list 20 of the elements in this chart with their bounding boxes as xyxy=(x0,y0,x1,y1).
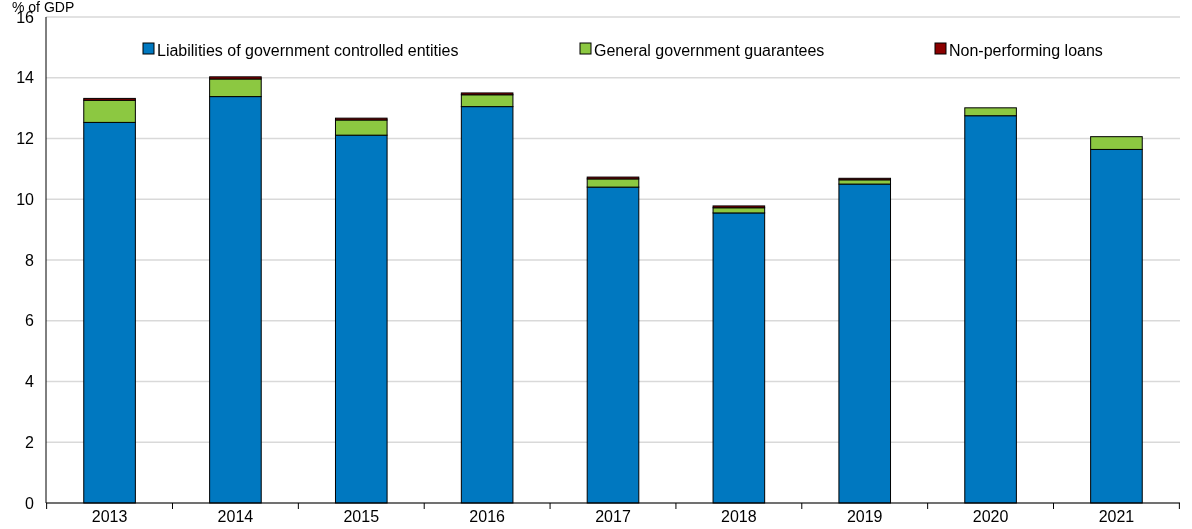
x-tick-label: 2013 xyxy=(91,508,128,525)
y-tick-label: 14 xyxy=(16,69,35,87)
y-tick-label: 6 xyxy=(25,312,35,330)
y-tick-label: 2 xyxy=(25,433,35,451)
x-tick-label: 2018 xyxy=(721,508,757,525)
x-tick-label: 2020 xyxy=(972,508,1009,525)
y-tick-label: 10 xyxy=(16,190,35,208)
x-tick-label: 2021 xyxy=(1098,508,1135,525)
y-tick-label: 0 xyxy=(25,494,35,512)
legend-label: Liabilities of government controlled entities xyxy=(157,41,459,59)
legend-label: Non-performing loans xyxy=(949,41,1103,59)
x-tick-label: 2019 xyxy=(846,508,883,525)
x-tick-label: 2014 xyxy=(217,508,254,525)
legend-label: General government guarantees xyxy=(594,41,825,59)
y-tick-label: 12 xyxy=(16,130,35,148)
y-tick-label: 8 xyxy=(25,251,35,269)
x-tick-label: 2015 xyxy=(343,508,380,525)
x-tick-label: 2016 xyxy=(469,508,506,525)
y-tick-label: 4 xyxy=(25,373,35,391)
x-tick-label: 2017 xyxy=(595,508,631,525)
